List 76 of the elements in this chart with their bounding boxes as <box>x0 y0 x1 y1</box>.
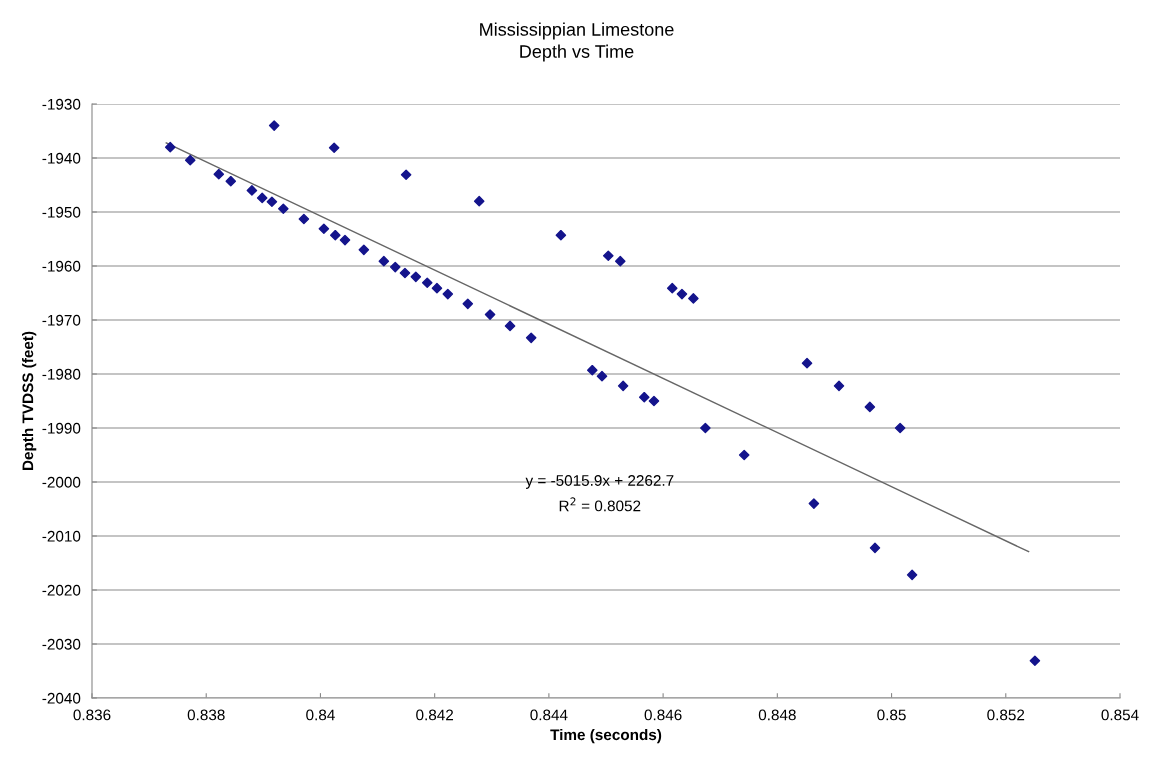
point <box>833 380 845 392</box>
x-tick-label: 0.838 <box>187 709 225 721</box>
y-tick-label: -1950 <box>42 206 81 218</box>
point <box>484 309 496 320</box>
point <box>318 223 330 235</box>
point <box>555 229 567 241</box>
point <box>410 271 422 283</box>
y-tick-label: -1970 <box>42 314 81 326</box>
point <box>869 542 881 554</box>
point <box>164 141 176 153</box>
point <box>666 282 678 294</box>
x-tick-label: 0.84 <box>306 709 335 721</box>
point <box>246 185 258 196</box>
point <box>431 282 443 294</box>
point <box>808 498 820 509</box>
point <box>586 364 598 376</box>
y-tick-label: -2010 <box>42 530 81 542</box>
x-tick-label: 0.842 <box>416 709 454 721</box>
x-tick-label: 0.852 <box>987 709 1025 721</box>
point <box>596 370 608 382</box>
point <box>421 277 433 289</box>
point <box>268 120 280 131</box>
y-tick-label: -1980 <box>42 368 81 380</box>
point <box>906 569 918 581</box>
chart-title: Mississippian Limestone Depth vs Time <box>480 22 674 62</box>
point <box>602 250 614 262</box>
y-tick-label: -2020 <box>42 584 81 596</box>
x-tick-label: 0.854 <box>1101 709 1139 721</box>
y-tick-label: -1940 <box>42 152 81 164</box>
point <box>329 229 341 241</box>
x-tick-label: 0.844 <box>530 709 568 721</box>
point <box>358 244 370 256</box>
point <box>378 255 390 267</box>
point <box>617 380 629 392</box>
point <box>614 255 626 267</box>
point <box>266 196 278 208</box>
y-tick-label: -1930 <box>42 98 81 110</box>
point <box>504 320 516 332</box>
point <box>462 298 474 310</box>
point <box>473 195 485 207</box>
point <box>1029 655 1041 667</box>
point <box>184 154 196 166</box>
point <box>801 357 813 369</box>
x-tick-label: 0.848 <box>758 709 796 721</box>
point <box>864 401 876 413</box>
point <box>256 192 268 204</box>
y-axis-title: Depth TVDSS (feet) <box>22 331 37 470</box>
point <box>700 422 711 434</box>
point <box>638 391 650 403</box>
y-tick-label: -1960 <box>42 260 81 272</box>
x-tick-label: 0.85 <box>877 709 906 721</box>
point <box>738 449 750 461</box>
y-tick-label: -2000 <box>42 476 81 488</box>
x-axis-title: Time (seconds) <box>550 728 662 744</box>
annotation: R$^{2}$ = 0.8052 <box>559 497 641 512</box>
point <box>894 422 906 434</box>
point <box>399 267 411 279</box>
point <box>648 395 660 407</box>
point <box>339 234 351 246</box>
point <box>676 288 688 300</box>
point <box>442 288 454 300</box>
point <box>400 169 412 181</box>
y-tick-label: -1990 <box>42 422 81 434</box>
y-tick-label: -2030 <box>42 638 81 650</box>
point <box>298 213 310 225</box>
point <box>225 175 237 187</box>
point <box>525 332 537 344</box>
point <box>389 261 401 273</box>
x-tick-label: 0.846 <box>644 709 682 721</box>
point <box>328 142 340 154</box>
point <box>688 293 699 304</box>
y-tick-label: -2040 <box>42 692 81 704</box>
point <box>213 168 225 180</box>
point <box>278 203 289 215</box>
x-tick-label: 0.836 <box>73 709 111 721</box>
annotation: y = -5015.9x + 2262.7 <box>525 475 674 489</box>
